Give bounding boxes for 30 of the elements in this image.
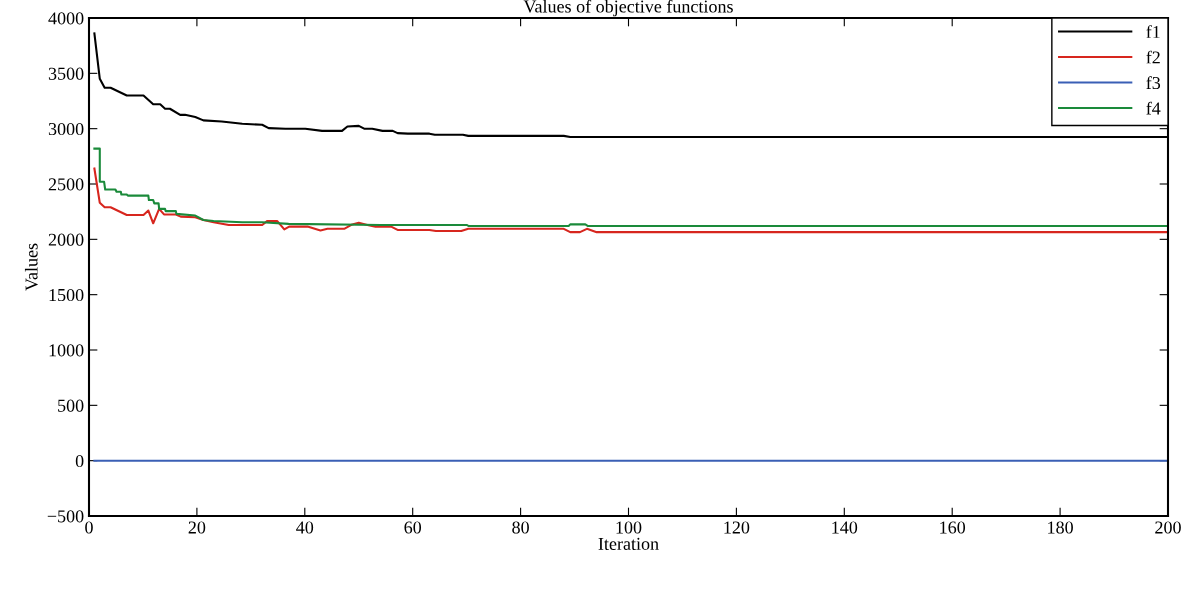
y-tick-label: 2000	[48, 233, 84, 246]
y-tick-label: 1000	[49, 344, 84, 357]
x-tick-label: 180	[1048, 521, 1073, 534]
y-tick-label: 0	[75, 454, 84, 468]
y-tick-label: 3000	[48, 122, 84, 136]
x-tick-label: 20	[188, 521, 206, 534]
x-tick-label: 100	[616, 521, 642, 534]
y-tick-label: 3500	[48, 67, 84, 80]
y-tick-label: 2500	[48, 178, 84, 191]
line-series	[93, 167, 1168, 234]
x-tick-label: 160	[940, 521, 966, 534]
chart-title: Values of objective functions	[523, 0, 733, 17]
x-tick-label: 0	[85, 521, 93, 534]
legend-label: f3	[1146, 76, 1161, 90]
x-axis-title: Iteration	[598, 537, 659, 550]
y-tick-label: 4000	[48, 12, 84, 25]
y-tick-label: −500	[47, 510, 84, 523]
x-tick-label: 40	[296, 521, 314, 534]
y-tick-label: 500	[58, 399, 84, 412]
x-tick-label: 120	[724, 521, 750, 534]
y-tick-label: 1500	[49, 288, 84, 302]
legend-label: f1	[1146, 25, 1160, 38]
legend-label: f4	[1146, 101, 1161, 115]
y-axis-title: Values	[24, 243, 38, 291]
x-tick-label: 140	[832, 521, 858, 534]
line-series	[93, 147, 1168, 228]
legend-label: f2	[1146, 50, 1160, 64]
x-tick-label: 60	[404, 521, 422, 534]
x-tick-label: 80	[512, 521, 529, 534]
x-tick-label: 200	[1155, 521, 1181, 534]
